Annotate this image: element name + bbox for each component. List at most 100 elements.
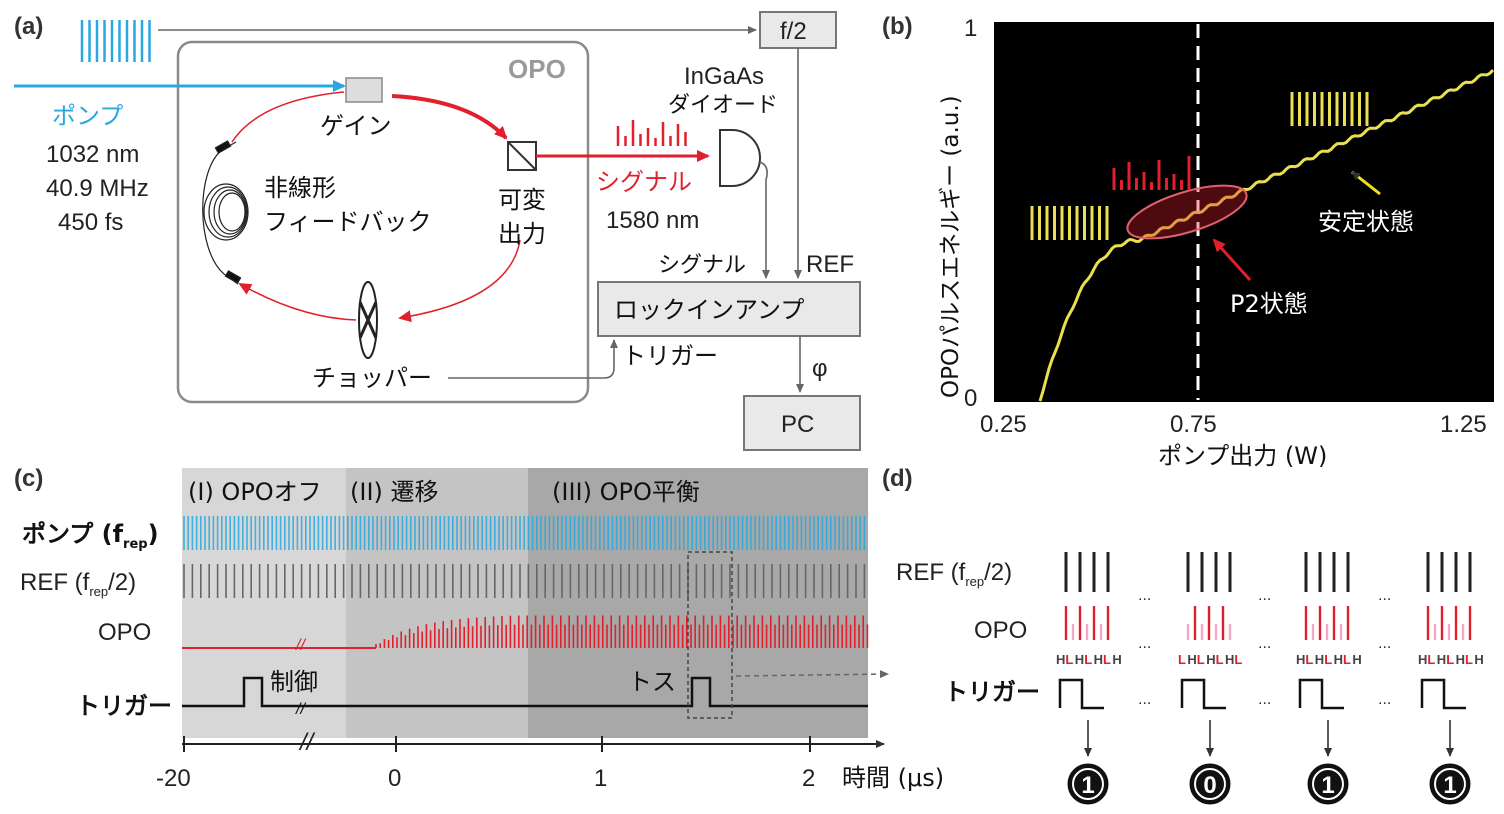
- hl-label: H: [1418, 652, 1427, 667]
- cavity-path-top-left: [231, 91, 345, 143]
- time-axis-break-mark: //: [298, 729, 316, 756]
- signal-title: シグナル: [596, 168, 692, 196]
- lockin-amp-box: [597, 281, 861, 337]
- phase-3-label: (III) OPO平衡: [552, 478, 700, 506]
- row-pump-label: ポンプ (frep): [22, 520, 159, 552]
- hl-label: L: [1103, 652, 1111, 667]
- hl-label: L: [1234, 652, 1242, 667]
- d-group-4: H L H L H L H1: [1418, 552, 1484, 805]
- opo-axis-break-mark: //: [295, 637, 306, 654]
- p2-pulse-train-icon: [1112, 156, 1191, 190]
- bit-circle-ring: [1312, 768, 1344, 800]
- hl-label: H: [1112, 652, 1121, 667]
- cavity-path-bottom: [238, 283, 357, 321]
- cavity-path-right: [398, 239, 521, 323]
- pump-pulse-train-icon: [80, 20, 151, 62]
- output-label-2: 出力: [498, 220, 546, 248]
- chopper-label: チョッパー: [312, 364, 432, 392]
- pump-pulse-row: [183, 516, 866, 550]
- hl-label: L: [1197, 652, 1205, 667]
- d-group-2: L H L H L H L0: [1178, 552, 1242, 805]
- y-tick-top: 1: [964, 15, 977, 42]
- hl-label: L: [1216, 652, 1224, 667]
- toss-label: トス: [628, 668, 676, 696]
- time-tick-0: 0: [388, 765, 401, 792]
- hl-label: L: [1084, 652, 1092, 667]
- hl-label: H: [1094, 652, 1103, 667]
- bit-circle-ring: [1072, 768, 1104, 800]
- hl-label: H: [1437, 652, 1446, 667]
- row-opo-label: OPO: [98, 619, 151, 646]
- hl-label: H: [1334, 652, 1343, 667]
- ellipsis: ...: [1138, 587, 1151, 604]
- d-bit-groups: H L H L H L H1L H L H L H L0H L H L H L H1H L H L H L H1........…: [1056, 552, 1484, 805]
- chopper-icon: [358, 281, 378, 359]
- ellipsis: ...: [1258, 635, 1271, 652]
- gain-element: [345, 77, 383, 103]
- hl-label: H: [1315, 652, 1324, 667]
- pump-title: ポンプ: [52, 102, 123, 130]
- phi-label: φ: [812, 355, 828, 382]
- stable-arrow: [1351, 170, 1381, 196]
- panel-d-label: (d): [882, 465, 913, 492]
- hl-label: H: [1187, 652, 1196, 667]
- trigger-pulse: [1058, 678, 1104, 710]
- opo-cavity-box: [176, 40, 590, 404]
- time-axis-label: 時間 (μs): [842, 764, 944, 792]
- row-trigger-label: トリガー: [76, 692, 172, 720]
- cavity-arrow-top: [391, 94, 508, 140]
- panel-b-label: (b): [882, 13, 913, 40]
- control-label: 制御: [270, 668, 318, 696]
- signal-wavelength: 1580 nm: [606, 207, 699, 234]
- bit-value: 0: [1203, 772, 1216, 799]
- pump-wavelength: 1032 nm: [46, 141, 139, 168]
- phase-3-region: [528, 468, 868, 738]
- detector-label-1: InGaAs: [684, 63, 764, 90]
- trigger-pulse: [1180, 678, 1226, 710]
- ellipsis: ...: [1258, 691, 1271, 708]
- hl-label: H: [1225, 652, 1234, 667]
- panel-c-label: (c): [14, 465, 43, 492]
- x-tick-right: 1.25: [1440, 411, 1487, 438]
- pump-duration: 450 fs: [58, 209, 123, 236]
- lockin-label: ロックインアンプ: [614, 296, 804, 324]
- ellipsis: ...: [1138, 635, 1151, 652]
- trigger-waveform: [182, 676, 868, 708]
- time-ticks: [183, 736, 811, 752]
- panel-a: (a) OPO ポンプ 1032 nm 40.9 MHz 450 fs f/2 …: [14, 11, 861, 451]
- lockin-ref-input-label: REF: [806, 251, 854, 278]
- ellipsis: ...: [1378, 635, 1391, 652]
- hl-label: L: [1343, 652, 1351, 667]
- photodiode-icon: [719, 129, 761, 187]
- ellipsis: ...: [1258, 587, 1271, 604]
- x-tick-mid: 0.75: [1170, 411, 1217, 438]
- trigger-pulse: [1420, 678, 1466, 710]
- bit-circle-ring: [1434, 768, 1466, 800]
- hl-label: L: [1178, 652, 1186, 667]
- panel-a-label: (a): [14, 13, 43, 40]
- bit-value: 1: [1081, 772, 1094, 799]
- detector-to-lockin-wire: [759, 161, 770, 279]
- zoom-arrow: [735, 670, 889, 679]
- stable-pulse-train-high-icon: [1290, 92, 1369, 126]
- trigger-axis-break-mark: //: [295, 701, 306, 718]
- d-group-3: H L H L H L H1: [1296, 552, 1362, 805]
- y-tick-bottom: 0: [964, 385, 977, 412]
- hl-label: H: [1206, 652, 1215, 667]
- detector-label-2: ダイオード: [668, 93, 778, 118]
- hl-label: L: [1465, 652, 1473, 667]
- stable-pulse-train-low-icon: [1030, 206, 1109, 240]
- opo-energy-curve: [1038, 69, 1495, 402]
- panel-c: (c) (I) OPOオフ (II) 遷移 (III) OPO平衡 ポンプ (f…: [14, 465, 944, 792]
- output-coupler-icon: [507, 141, 537, 171]
- zoom-region-box: [687, 551, 733, 719]
- hl-label: L: [1305, 652, 1313, 667]
- opo-label: OPO: [508, 54, 566, 84]
- gain-label: ゲイン: [320, 112, 392, 140]
- hl-label: H: [1352, 652, 1361, 667]
- chopper-to-lockin-wire: [448, 339, 618, 379]
- hl-label: L: [1324, 652, 1332, 667]
- pc-box: [743, 395, 861, 451]
- time-tick-2: 2: [802, 765, 815, 792]
